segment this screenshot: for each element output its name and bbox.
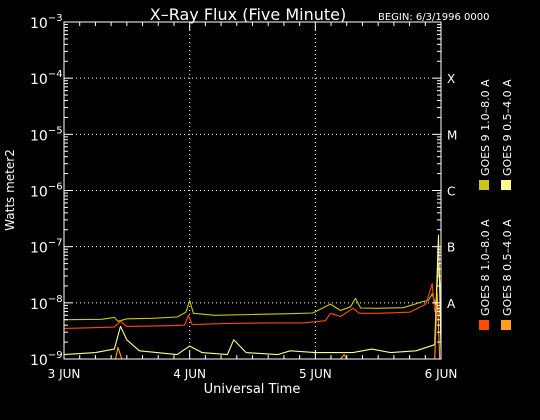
- flare-class-label: X: [447, 72, 455, 86]
- x-tick-label: 4 JUN: [173, 367, 206, 381]
- legend-swatch: [479, 180, 489, 190]
- x-ticks: 3 JUN 4 JUN 5 JUN 6 JUN: [48, 22, 458, 381]
- y-tick-label: 10−7: [30, 238, 63, 257]
- flare-class-labels: X M C B A: [447, 72, 457, 311]
- series-line: [63, 283, 442, 329]
- flare-class-label: A: [447, 297, 456, 311]
- legend-label: GOES 8 1.0–8.0 A: [479, 219, 492, 316]
- legend-swatch: [501, 320, 511, 330]
- grid: [64, 22, 441, 359]
- y-tick-label: 10−6: [30, 182, 63, 201]
- y-tick-label: 10−3: [30, 13, 63, 32]
- plot-series: [63, 234, 442, 360]
- series-line: [63, 263, 442, 322]
- legend-label: GOES 8 0.5–4.0 A: [501, 219, 514, 316]
- legend-column: GOES 8 0.5–4.0 A GOES 9 0.5–4.0 A: [501, 79, 514, 330]
- legend-column: GOES 8 1.0–8.0 A GOES 9 1.0–8.0 A: [479, 79, 492, 330]
- y-tick-label: 10−5: [30, 125, 63, 144]
- x-axis-label: Universal Time: [204, 382, 301, 397]
- y-axis-label: Watts meter2: [3, 149, 17, 231]
- series-line: [63, 234, 442, 356]
- y-tick-label: 10−4: [30, 69, 63, 88]
- legend-label: GOES 9 0.5–4.0 A: [501, 79, 514, 176]
- begin-label: BEGIN: 6/3/1996 0000: [378, 12, 489, 23]
- flare-class-label: M: [447, 128, 457, 142]
- y-tick-label: 10−8: [30, 294, 63, 313]
- chart-title: X–Ray Flux (Five Minute): [150, 5, 346, 24]
- x-tick-label: 5 JUN: [299, 367, 332, 381]
- y-tick-label: 10−9: [30, 350, 63, 369]
- y-ticks: 10−3 10−4 10−5 10−6 10−7 10−8 10−9: [30, 13, 441, 369]
- legend: GOES 8 1.0–8.0 A GOES 9 1.0–8.0 A GOES 8 0…: [479, 79, 514, 330]
- flare-class-label: C: [447, 185, 455, 199]
- legend-swatch: [479, 320, 489, 330]
- legend-swatch: [501, 180, 511, 190]
- x-tick-label: 3 JUN: [48, 367, 81, 381]
- series-line: [114, 292, 441, 360]
- x-tick-label: 6 JUN: [425, 367, 458, 381]
- flare-class-label: B: [447, 241, 455, 255]
- legend-label: GOES 9 1.0–8.0 A: [479, 79, 492, 176]
